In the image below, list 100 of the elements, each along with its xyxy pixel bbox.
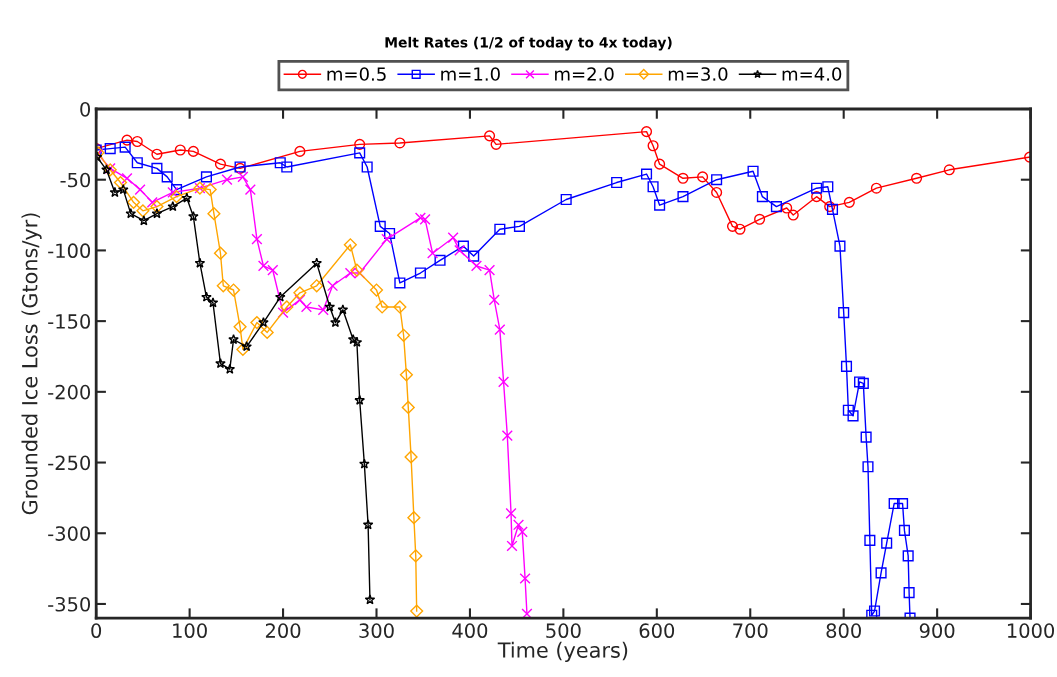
point: [250, 315, 264, 330]
point: [868, 605, 881, 617]
point: [862, 461, 874, 473]
point: [274, 291, 286, 302]
point: [697, 171, 709, 183]
point: [654, 199, 666, 211]
point: [251, 233, 263, 245]
legend-label: m=4.0: [782, 67, 842, 81]
y-tick-label: 0: [80, 101, 91, 117]
point: [490, 138, 502, 150]
point: [136, 204, 150, 218]
point: [434, 254, 446, 266]
point: [324, 301, 336, 312]
point: [257, 260, 269, 272]
point: [244, 184, 256, 196]
point: [711, 186, 723, 198]
point: [169, 190, 184, 204]
point: [131, 157, 143, 169]
chart-title: Melt Rates (1/2 of today to 4x today): [385, 36, 672, 51]
point: [843, 196, 855, 208]
point: [811, 182, 823, 194]
point: [457, 240, 469, 252]
point: [427, 247, 439, 259]
x-tick-label: 600: [639, 623, 675, 639]
point: [394, 277, 406, 289]
y-tick-label: -50: [60, 172, 91, 188]
point: [888, 497, 900, 510]
point: [870, 182, 882, 194]
point: [237, 171, 249, 183]
y-tick-label: -200: [48, 384, 91, 400]
point: [310, 279, 324, 293]
legend-label: m=1.0: [441, 67, 500, 81]
point: [347, 333, 359, 345]
point: [770, 201, 782, 213]
point: [393, 300, 407, 314]
point: [397, 328, 411, 342]
point: [151, 162, 163, 174]
point: [201, 291, 212, 302]
point: [188, 210, 199, 222]
point: [881, 537, 893, 549]
point: [281, 161, 293, 173]
point: [494, 223, 506, 235]
point: [354, 394, 366, 405]
y-tick-label: -150: [48, 314, 91, 329]
point: [167, 186, 179, 198]
point: [381, 233, 393, 245]
point: [414, 212, 426, 224]
point: [711, 174, 723, 186]
point: [811, 191, 823, 203]
point: [214, 158, 227, 170]
y-tick-label: -250: [48, 455, 91, 471]
point: [840, 360, 853, 372]
point: [317, 304, 329, 316]
y-tick-label: -100: [48, 243, 91, 259]
point: [311, 257, 323, 268]
point: [484, 264, 496, 276]
point: [512, 519, 525, 531]
point: [488, 294, 500, 306]
point: [647, 181, 659, 193]
x-tick-label: 200: [265, 623, 301, 639]
point: [121, 172, 133, 184]
point: [194, 257, 206, 268]
point: [498, 376, 510, 388]
point: [351, 336, 363, 347]
x-tick-label: 0: [91, 623, 102, 639]
point: [654, 158, 666, 170]
point: [236, 342, 250, 356]
point: [294, 294, 306, 306]
point: [640, 126, 653, 138]
point: [151, 148, 163, 160]
point: [101, 164, 112, 175]
point: [241, 341, 252, 352]
point: [151, 208, 163, 219]
point: [516, 526, 528, 538]
point: [369, 283, 384, 297]
point: [501, 430, 513, 442]
point: [174, 144, 186, 156]
point: [113, 175, 128, 190]
x-tick-label: 1000: [1007, 623, 1055, 639]
point: [734, 223, 746, 235]
point: [374, 220, 386, 232]
point: [146, 196, 158, 208]
point: [468, 250, 480, 262]
point: [161, 171, 173, 183]
point: [330, 316, 341, 328]
point: [754, 213, 766, 225]
point: [362, 519, 374, 530]
y-tick-label: -350: [48, 596, 91, 612]
point: [470, 260, 483, 272]
point: [359, 458, 370, 469]
point: [337, 304, 349, 315]
point: [226, 283, 241, 297]
point: [447, 232, 459, 244]
point: [277, 307, 289, 319]
point: [104, 143, 116, 155]
point: [875, 567, 887, 579]
point: [404, 450, 418, 464]
x-tick-label: 800: [826, 623, 861, 639]
x-tick-label: 500: [546, 623, 581, 639]
point: [454, 244, 466, 256]
